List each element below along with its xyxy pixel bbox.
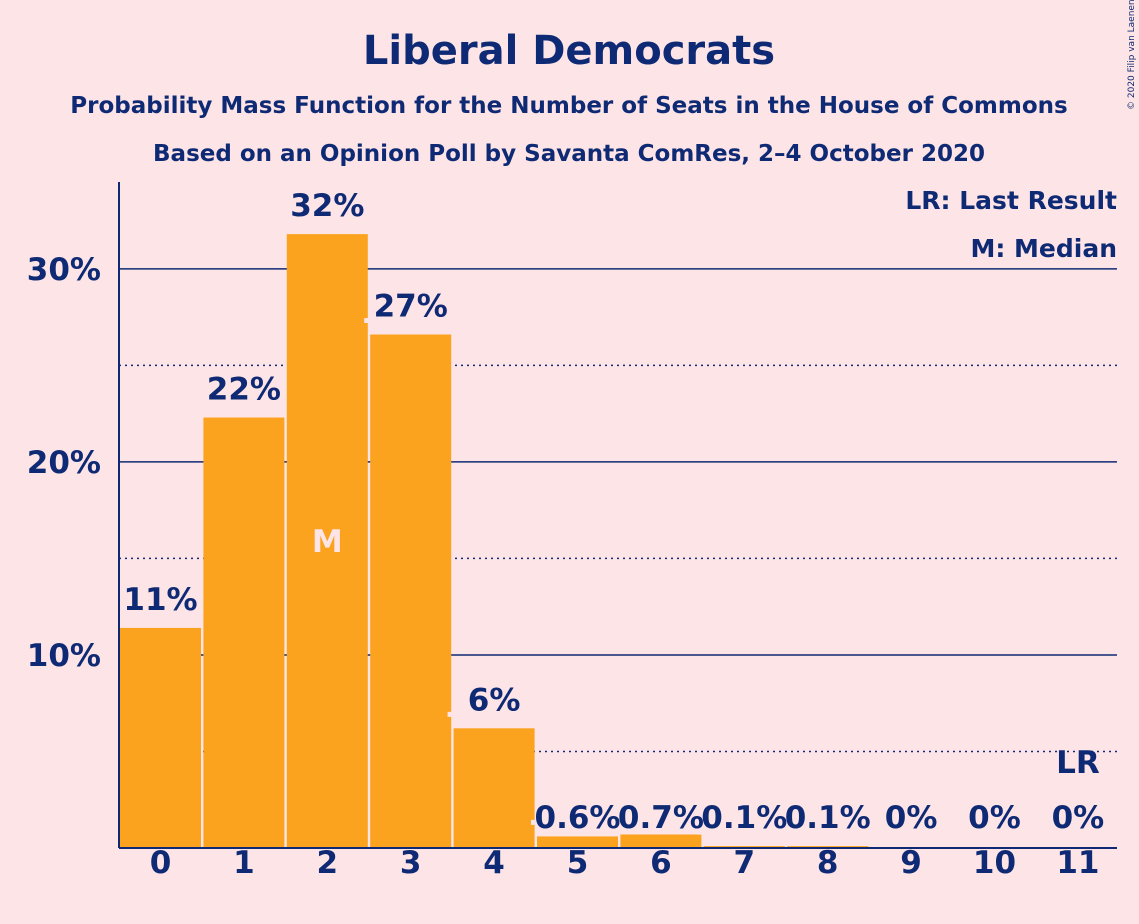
x-tick-label: 0 bbox=[150, 845, 172, 881]
x-tick-label: 3 bbox=[400, 845, 422, 881]
data-label-8: 0.1% bbox=[785, 800, 871, 836]
median-marker: M bbox=[312, 524, 343, 560]
bar-0 bbox=[120, 627, 201, 848]
last-result-marker: LR bbox=[1056, 745, 1100, 781]
bar-3 bbox=[370, 334, 452, 848]
data-label-7: 0.1% bbox=[701, 800, 787, 836]
x-tick-label: 8 bbox=[817, 845, 839, 881]
data-label-4: 6% bbox=[468, 682, 521, 718]
gridlines bbox=[119, 268, 1117, 753]
x-tick-label: 4 bbox=[483, 845, 505, 881]
chart-subtitle: Probability Mass Function for the Number… bbox=[70, 93, 1067, 119]
bar-6 bbox=[620, 834, 702, 848]
data-label-1: 22% bbox=[207, 372, 281, 408]
x-tick-label: 11 bbox=[1056, 845, 1099, 881]
y-tick-label: 10% bbox=[27, 638, 101, 674]
data-label-5: 0.6% bbox=[535, 800, 621, 836]
data-labels: 11%22%32%27%6%0.6%0.7%0.1%0.1% 0% 0% 0%MLR bbox=[123, 188, 1104, 836]
bar-2 bbox=[286, 234, 368, 849]
x-tick-label: 7 bbox=[734, 845, 756, 881]
x-axis: 0 1 2 3 4 5 6 7 8 9 10 11 bbox=[119, 845, 1117, 881]
x-tick-label: 9 bbox=[900, 845, 922, 881]
x-tick-label: 6 bbox=[650, 845, 672, 881]
chart-title: Liberal Democrats bbox=[363, 28, 775, 74]
legend-last-result: LR: Last Result bbox=[905, 186, 1117, 215]
bar-4 bbox=[453, 728, 535, 848]
data-label-3: 27% bbox=[374, 289, 448, 325]
chart-subtitle-2: Based on an Opinion Poll by Savanta ComR… bbox=[153, 141, 985, 167]
data-label-2: 32% bbox=[290, 188, 364, 224]
data-label-0: 11% bbox=[123, 582, 197, 618]
legend-median: M: Median bbox=[970, 234, 1117, 263]
bar-1 bbox=[203, 417, 285, 848]
x-tick-label: 2 bbox=[317, 845, 339, 881]
x-tick-label: 5 bbox=[567, 845, 589, 881]
data-label-6: 0.7% bbox=[618, 800, 704, 836]
bar-5 bbox=[537, 836, 618, 848]
data-label-9: 0% bbox=[885, 800, 938, 836]
bars bbox=[114, 217, 875, 849]
x-tick-label: 1 bbox=[233, 845, 255, 881]
y-tick-label: 20% bbox=[27, 445, 101, 481]
data-label-11: 0% bbox=[1052, 800, 1105, 836]
x-tick-label: 10 bbox=[973, 845, 1016, 881]
copyright: © 2020 Filip van Laenen bbox=[1127, 0, 1137, 110]
data-label-10: 0% bbox=[968, 800, 1021, 836]
y-axis: 10% 20% 30% bbox=[27, 182, 120, 848]
y-tick-label: 30% bbox=[27, 252, 101, 288]
